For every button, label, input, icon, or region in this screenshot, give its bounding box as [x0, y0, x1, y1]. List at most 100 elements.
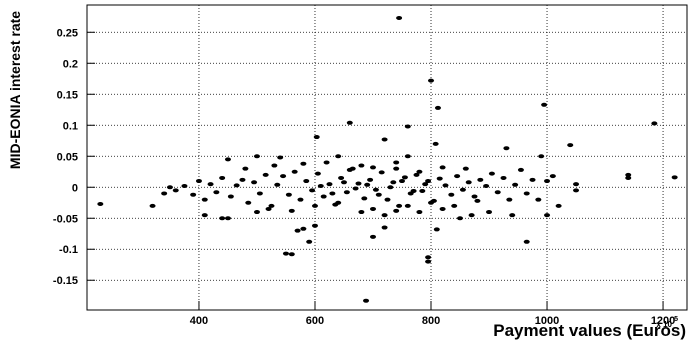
- point: [303, 179, 310, 184]
- x-tick-label: 800: [422, 315, 440, 327]
- point: [285, 192, 292, 197]
- point: [549, 174, 556, 179]
- x-tick-label: 1200: [651, 315, 675, 327]
- point: [436, 176, 443, 181]
- point: [567, 143, 574, 148]
- point: [384, 197, 391, 202]
- point: [343, 190, 350, 195]
- point: [381, 137, 388, 142]
- point: [361, 196, 368, 201]
- y-tick-label: 0.1: [63, 120, 78, 132]
- point: [509, 213, 516, 218]
- point: [338, 175, 345, 180]
- point: [390, 180, 397, 185]
- point: [277, 155, 284, 160]
- point: [274, 182, 281, 187]
- point: [419, 188, 426, 193]
- point: [393, 166, 400, 171]
- x-axis-label: Payment values (Euros): [493, 321, 686, 340]
- y-tick-label: 0: [72, 182, 78, 194]
- point: [486, 210, 493, 215]
- point: [245, 200, 252, 205]
- point: [268, 203, 275, 208]
- point: [416, 210, 423, 215]
- point: [314, 171, 321, 176]
- y-tick-label: 0.15: [57, 89, 78, 101]
- point: [448, 192, 455, 197]
- point: [363, 298, 370, 303]
- point: [233, 183, 240, 188]
- point: [671, 175, 678, 180]
- point: [442, 183, 449, 188]
- point: [97, 201, 104, 206]
- point: [483, 184, 490, 189]
- point: [375, 192, 382, 197]
- point: [541, 102, 548, 107]
- point: [207, 182, 214, 187]
- point: [512, 182, 519, 187]
- point: [625, 172, 632, 177]
- point: [335, 154, 342, 159]
- x-multiplier-exponent: 5: [674, 316, 678, 323]
- point: [477, 177, 484, 182]
- y-tick-label: -0.15: [53, 275, 78, 287]
- y-tick-label: 0.05: [57, 151, 78, 163]
- point: [425, 255, 432, 260]
- point: [358, 163, 365, 168]
- point: [358, 210, 365, 215]
- point: [500, 175, 507, 180]
- point: [404, 124, 411, 129]
- point: [393, 208, 400, 213]
- point: [239, 177, 246, 182]
- y-tick-label: 0.2: [63, 58, 78, 70]
- x-tick-label: 400: [190, 315, 208, 327]
- point: [309, 188, 316, 193]
- point: [404, 154, 411, 159]
- point: [291, 169, 298, 174]
- point: [224, 157, 231, 162]
- point: [253, 154, 260, 159]
- point: [166, 185, 173, 190]
- point: [625, 175, 632, 180]
- point: [401, 175, 408, 180]
- point: [387, 185, 394, 190]
- point: [396, 203, 403, 208]
- point: [433, 227, 440, 232]
- point: [219, 216, 226, 221]
- point: [190, 192, 197, 197]
- point: [428, 200, 435, 205]
- point: [288, 252, 295, 257]
- point: [288, 208, 295, 213]
- point: [474, 198, 481, 203]
- point: [282, 251, 289, 256]
- point: [573, 182, 580, 187]
- point: [300, 226, 307, 231]
- point: [439, 206, 446, 211]
- point: [256, 191, 263, 196]
- point: [413, 172, 420, 177]
- point: [544, 179, 551, 184]
- point: [181, 184, 188, 189]
- point: [224, 216, 231, 221]
- point: [329, 191, 336, 196]
- point: [372, 187, 379, 192]
- point: [251, 180, 258, 185]
- point: [399, 179, 406, 184]
- x-tick-label: 600: [306, 315, 324, 327]
- y-tick-label: -0.05: [53, 213, 78, 225]
- point: [523, 239, 530, 244]
- point: [320, 194, 327, 199]
- point: [503, 146, 510, 151]
- point: [352, 186, 359, 191]
- point: [544, 213, 551, 218]
- point: [172, 188, 179, 193]
- point: [462, 166, 469, 171]
- point: [311, 223, 318, 228]
- point: [432, 141, 439, 146]
- point: [317, 184, 324, 189]
- point: [425, 259, 432, 264]
- point: [355, 181, 362, 186]
- point: [529, 177, 536, 182]
- point: [439, 165, 446, 170]
- point: [381, 213, 388, 218]
